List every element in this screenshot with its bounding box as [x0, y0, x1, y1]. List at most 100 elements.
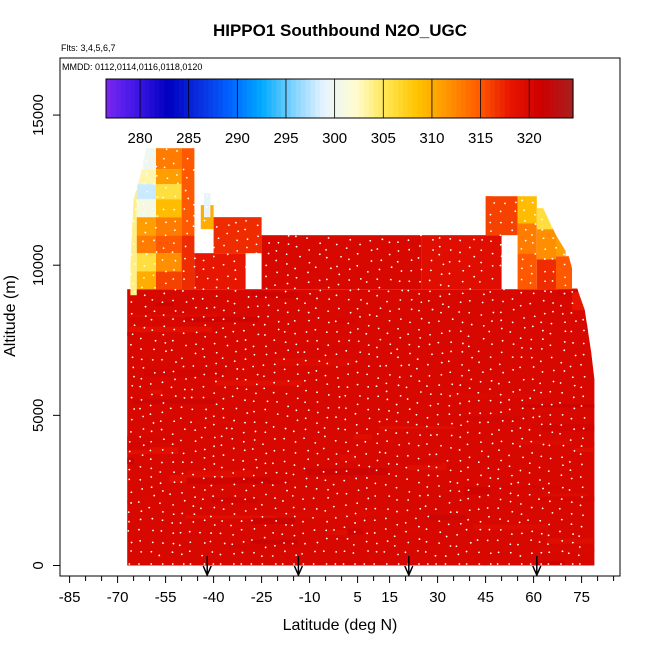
sample-dot [246, 246, 248, 249]
sample-dot [476, 483, 479, 486]
sample-dot [356, 172, 359, 175]
sample-dot [401, 289, 404, 292]
sample-dot [468, 299, 471, 302]
sample-dot [476, 539, 479, 541]
sample-dot [252, 365, 255, 368]
sample-dot [295, 343, 298, 346]
sample-dot [410, 308, 413, 311]
sample-dot [268, 242, 271, 244]
upper-band [136, 199, 156, 218]
sample-dot [273, 544, 276, 547]
sample-dot [317, 317, 320, 319]
sample-dot [221, 466, 223, 469]
sample-dot [160, 394, 163, 397]
sample-dot [585, 193, 588, 196]
sample-dot [288, 211, 291, 214]
colorbar-cell [480, 79, 487, 118]
sample-dot [293, 464, 296, 466]
sample-dot [539, 360, 542, 363]
sample-dot [309, 159, 312, 162]
sample-dot [174, 195, 177, 198]
sample-dot [185, 344, 187, 347]
sample-dot [387, 290, 390, 293]
sample-dot [449, 469, 452, 472]
sample-dot [295, 409, 298, 412]
sample-dot [182, 563, 185, 565]
sample-dot [563, 292, 566, 295]
sample-dot [579, 504, 582, 507]
colorbar-cell [276, 79, 282, 118]
sample-dot [222, 397, 225, 400]
sample-dot [373, 563, 376, 565]
sample-dot [250, 563, 253, 565]
sample-dot [131, 333, 134, 336]
sample-dot [319, 242, 322, 245]
sample-dot [572, 396, 575, 399]
sample-dot [267, 315, 269, 318]
colorbar-cell [373, 79, 380, 118]
sample-dot [193, 513, 196, 516]
sample-dot [338, 396, 341, 398]
chart-title: HIPPO1 Southbound N2O_UGC [213, 21, 467, 40]
sample-dot [227, 224, 230, 227]
sample-dot [171, 551, 174, 554]
sample-dot [317, 217, 320, 220]
sample-dot [236, 387, 239, 390]
sample-dot [221, 375, 224, 377]
sample-dot [366, 477, 368, 479]
sample-dot [408, 280, 411, 283]
sample-dot [223, 182, 226, 185]
upper-band [556, 235, 566, 257]
y-tick-label: 5000 [30, 399, 47, 432]
sample-dot [395, 420, 398, 423]
sample-dot [258, 190, 261, 192]
sample-dot [540, 391, 542, 394]
sample-dot [573, 449, 576, 452]
sample-dot [521, 346, 523, 349]
sample-dot [202, 288, 205, 291]
sample-dot [355, 477, 358, 480]
sample-dot [196, 195, 199, 198]
sample-dot [358, 220, 360, 223]
sample-dot [354, 512, 357, 515]
sample-dot [192, 486, 195, 489]
x-tick-label: -25 [251, 589, 273, 606]
sample-dot [531, 234, 533, 236]
sample-dot [548, 491, 550, 494]
field-streak [335, 319, 356, 325]
sample-dot [152, 274, 155, 277]
sample-dot [355, 423, 358, 426]
sample-dot [367, 161, 370, 164]
sample-dot [237, 230, 240, 233]
sample-dot [564, 219, 567, 221]
sample-dot [264, 431, 267, 434]
colorbar-cell [568, 79, 574, 118]
field-streak [557, 288, 595, 296]
sample-dot [194, 249, 197, 252]
colorbar-tick-label: 300 [322, 130, 347, 147]
sample-dot [458, 563, 461, 565]
sample-dot [286, 201, 289, 203]
sample-dot [342, 563, 345, 565]
sample-dot [357, 232, 360, 235]
sample-dot [512, 190, 514, 193]
sample-dot [541, 172, 544, 175]
sample-dot [145, 160, 148, 162]
sample-dot [376, 248, 379, 250]
sample-dot [580, 525, 583, 528]
sample-dot [266, 207, 268, 210]
sample-dot [389, 373, 391, 376]
sample-dot [236, 377, 239, 380]
sample-dot [347, 322, 350, 325]
sample-dot [178, 544, 181, 547]
colorbar-cell [378, 79, 384, 118]
sample-dot [552, 237, 555, 239]
sample-dot [242, 460, 244, 462]
sample-dot [356, 502, 359, 505]
sample-dot [447, 305, 450, 308]
sample-dot [406, 431, 409, 434]
sample-dot [149, 404, 152, 407]
sample-dot [130, 550, 132, 552]
sample-dot [203, 242, 206, 245]
sample-dot [303, 379, 306, 382]
